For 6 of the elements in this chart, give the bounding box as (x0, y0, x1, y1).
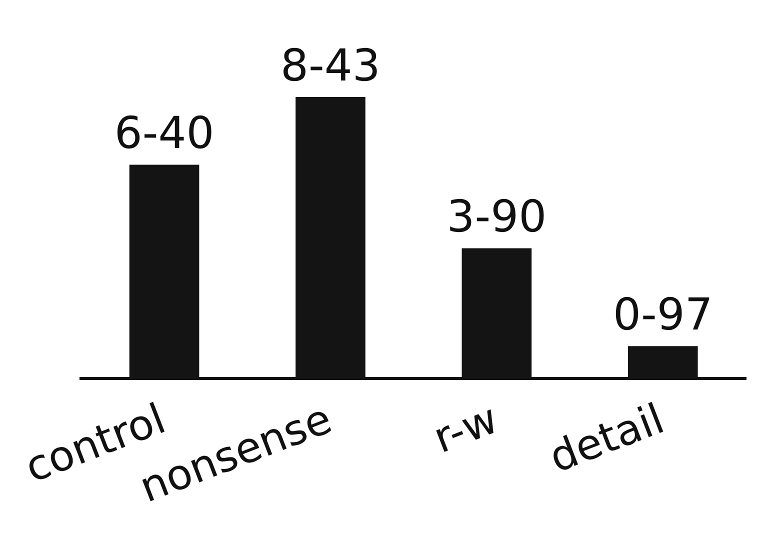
data-label: 6-40 (114, 108, 214, 160)
x-tick-label: r-w (426, 394, 504, 463)
data-label: 8-43 (280, 40, 380, 92)
x-tick-label: detail (542, 394, 670, 482)
data-label: 0-97 (612, 290, 713, 341)
data-label: 3-90 (446, 192, 547, 243)
